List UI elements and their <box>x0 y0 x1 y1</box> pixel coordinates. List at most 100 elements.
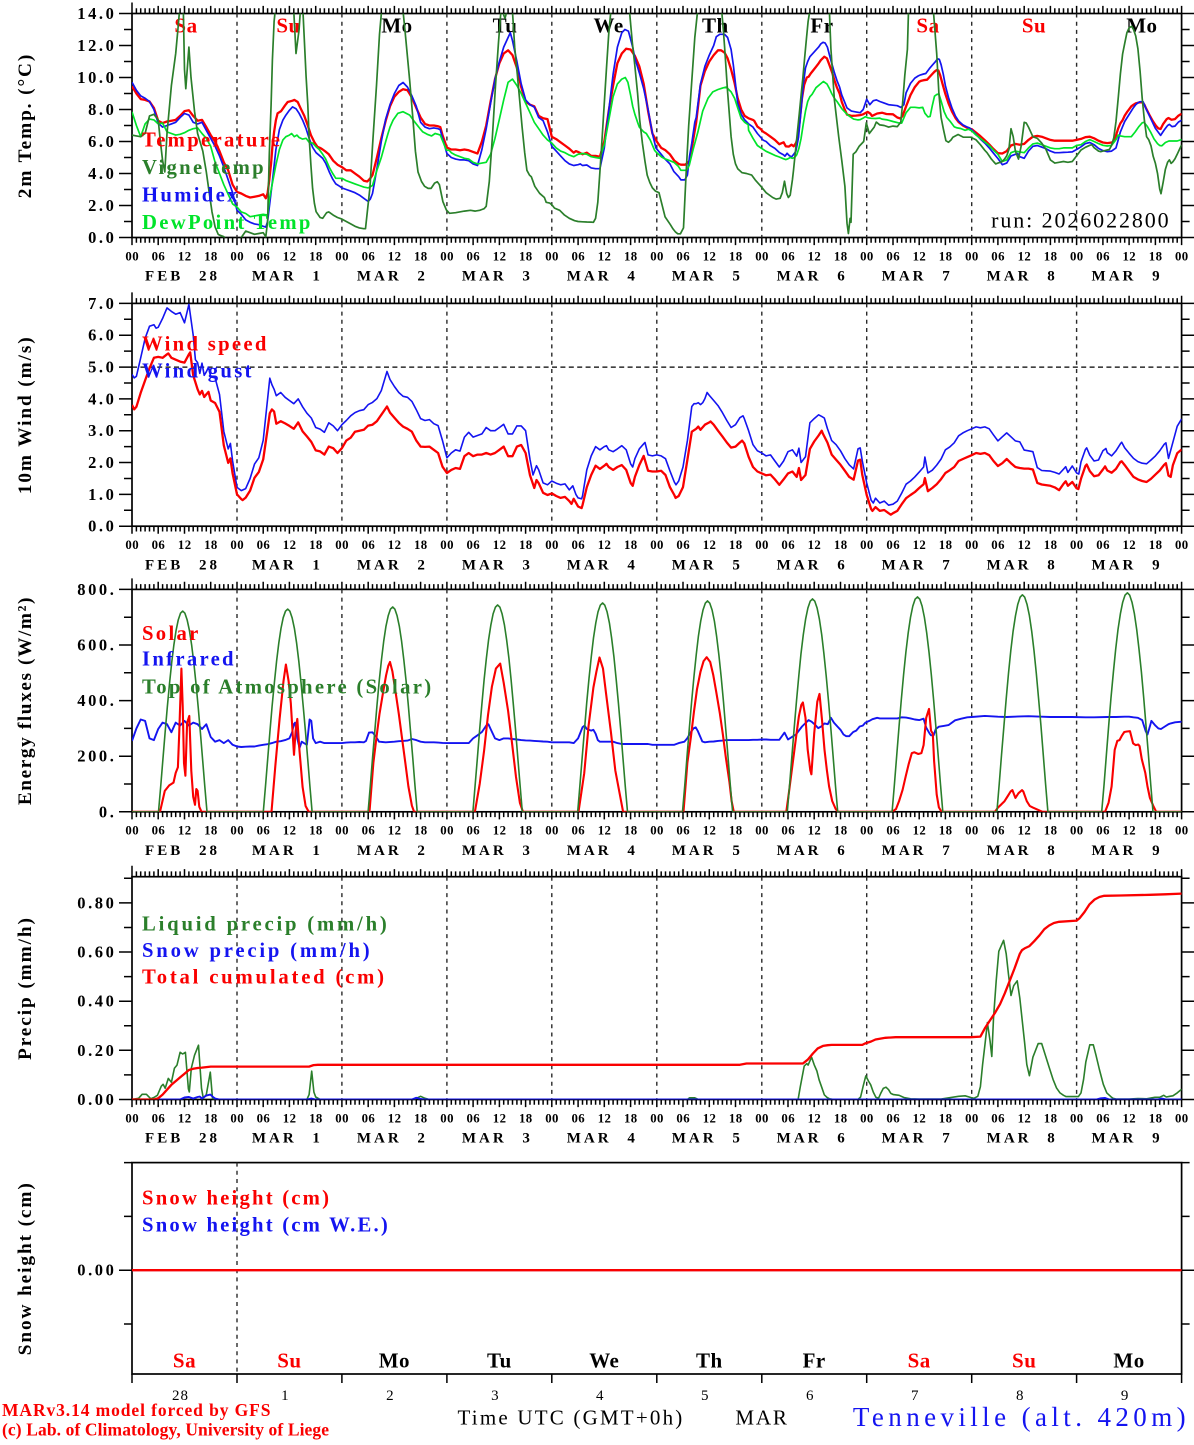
svg-text:18: 18 <box>729 1111 743 1125</box>
svg-text:Top of Atmosphere (Solar): Top of Atmosphere (Solar) <box>142 677 433 699</box>
svg-text:06: 06 <box>781 538 795 552</box>
svg-text:06: 06 <box>886 538 900 552</box>
svg-text:06: 06 <box>571 538 585 552</box>
svg-text:9: 9 <box>1121 1388 1130 1404</box>
svg-text:12: 12 <box>1018 538 1032 552</box>
svg-text:6.0: 6.0 <box>88 132 116 151</box>
svg-text:12: 12 <box>178 538 192 552</box>
svg-text:10m Wind (m/s): 10m Wind (m/s) <box>15 335 36 494</box>
svg-text:12: 12 <box>598 249 612 263</box>
svg-text:00: 00 <box>755 249 769 263</box>
svg-text:Total cumulated (cm): Total cumulated (cm) <box>142 967 387 989</box>
svg-text:00: 00 <box>1070 1111 1084 1125</box>
svg-text:06: 06 <box>257 538 271 552</box>
svg-text:Time UTC (GMT+0h): Time UTC (GMT+0h) <box>458 1406 685 1430</box>
svg-text:06: 06 <box>152 538 166 552</box>
svg-text:12: 12 <box>808 538 822 552</box>
svg-text:12: 12 <box>1018 824 1032 838</box>
svg-text:12: 12 <box>283 824 297 838</box>
svg-text:06: 06 <box>362 538 376 552</box>
svg-text:(c) Lab. of Climatology, Unive: (c) Lab. of Climatology, University of L… <box>2 1420 329 1440</box>
svg-text:18: 18 <box>939 538 953 552</box>
svg-text:12: 12 <box>598 1111 612 1125</box>
svg-text:Wind speed: Wind speed <box>142 333 269 355</box>
svg-text:12: 12 <box>598 538 612 552</box>
svg-text:00: 00 <box>335 538 349 552</box>
svg-text:12.0: 12.0 <box>77 36 116 55</box>
svg-text:12: 12 <box>283 1111 297 1125</box>
svg-text:00: 00 <box>965 824 979 838</box>
svg-text:18: 18 <box>519 824 533 838</box>
svg-text:12: 12 <box>493 249 507 263</box>
svg-text:00: 00 <box>440 1111 454 1125</box>
svg-text:DewPoint Temp: DewPoint Temp <box>142 212 313 234</box>
svg-text:00: 00 <box>755 1111 769 1125</box>
svg-text:8: 8 <box>1016 1388 1025 1404</box>
svg-text:06: 06 <box>466 538 480 552</box>
svg-text:12: 12 <box>808 249 822 263</box>
svg-text:18: 18 <box>939 1111 953 1125</box>
svg-text:12: 12 <box>913 249 927 263</box>
svg-text:5.0: 5.0 <box>88 358 116 377</box>
svg-text:MAR 6: MAR 6 <box>777 269 848 285</box>
svg-text:18: 18 <box>204 249 218 263</box>
svg-text:18: 18 <box>1044 538 1058 552</box>
svg-text:MAR 3: MAR 3 <box>462 557 533 573</box>
svg-text:MAR 8: MAR 8 <box>987 269 1058 285</box>
svg-text:18: 18 <box>624 824 638 838</box>
svg-text:MAR 9: MAR 9 <box>1092 843 1163 859</box>
svg-text:00: 00 <box>545 538 559 552</box>
svg-text:12: 12 <box>388 824 402 838</box>
svg-text:12: 12 <box>178 824 192 838</box>
svg-text:6: 6 <box>806 1388 815 1404</box>
svg-text:00: 00 <box>125 249 139 263</box>
svg-text:FEB 28: FEB 28 <box>145 1131 220 1147</box>
svg-text:00: 00 <box>755 824 769 838</box>
svg-text:12: 12 <box>493 824 507 838</box>
svg-text:MAR 1: MAR 1 <box>252 843 323 859</box>
svg-text:MAR 9: MAR 9 <box>1092 1131 1163 1147</box>
svg-text:MAR 7: MAR 7 <box>882 557 953 573</box>
svg-text:MAR 8: MAR 8 <box>987 557 1058 573</box>
svg-text:12: 12 <box>178 1111 192 1125</box>
svg-text:0.0: 0.0 <box>88 228 116 247</box>
svg-text:06: 06 <box>676 538 690 552</box>
svg-text:00: 00 <box>440 824 454 838</box>
svg-text:8.0: 8.0 <box>88 100 116 119</box>
svg-text:06: 06 <box>571 249 585 263</box>
svg-text:Mo: Mo <box>1113 1349 1144 1373</box>
svg-text:12: 12 <box>1122 249 1136 263</box>
svg-text:00: 00 <box>545 824 559 838</box>
svg-text:00: 00 <box>1175 824 1189 838</box>
svg-text:06: 06 <box>257 824 271 838</box>
svg-text:0.: 0. <box>99 802 117 821</box>
svg-text:2.0: 2.0 <box>88 196 116 215</box>
svg-text:06: 06 <box>781 1111 795 1125</box>
svg-text:10.0: 10.0 <box>77 68 116 87</box>
svg-text:0.80: 0.80 <box>77 893 116 912</box>
svg-text:Tu: Tu <box>487 1349 512 1373</box>
svg-text:12: 12 <box>913 824 927 838</box>
svg-text:Temperature: Temperature <box>142 130 282 152</box>
svg-text:MAR 3: MAR 3 <box>462 843 533 859</box>
svg-text:1: 1 <box>281 1388 290 1404</box>
svg-text:12: 12 <box>1122 1111 1136 1125</box>
svg-text:00: 00 <box>230 824 244 838</box>
svg-text:MAR 5: MAR 5 <box>672 1131 743 1147</box>
svg-text:06: 06 <box>466 249 480 263</box>
svg-text:18: 18 <box>519 249 533 263</box>
svg-text:MAR 2: MAR 2 <box>357 269 428 285</box>
svg-text:0.20: 0.20 <box>77 1041 116 1060</box>
svg-text:06: 06 <box>886 1111 900 1125</box>
svg-text:MAR 2: MAR 2 <box>357 557 428 573</box>
svg-text:18: 18 <box>729 249 743 263</box>
svg-text:12: 12 <box>808 824 822 838</box>
svg-text:18: 18 <box>1149 824 1163 838</box>
svg-text:Fr: Fr <box>810 14 833 38</box>
svg-text:18: 18 <box>834 824 848 838</box>
svg-text:MAR 4: MAR 4 <box>567 1131 638 1147</box>
svg-text:06: 06 <box>571 1111 585 1125</box>
svg-text:MAR: MAR <box>735 1406 788 1430</box>
svg-text:MAR 1: MAR 1 <box>252 269 323 285</box>
svg-text:18: 18 <box>1044 249 1058 263</box>
